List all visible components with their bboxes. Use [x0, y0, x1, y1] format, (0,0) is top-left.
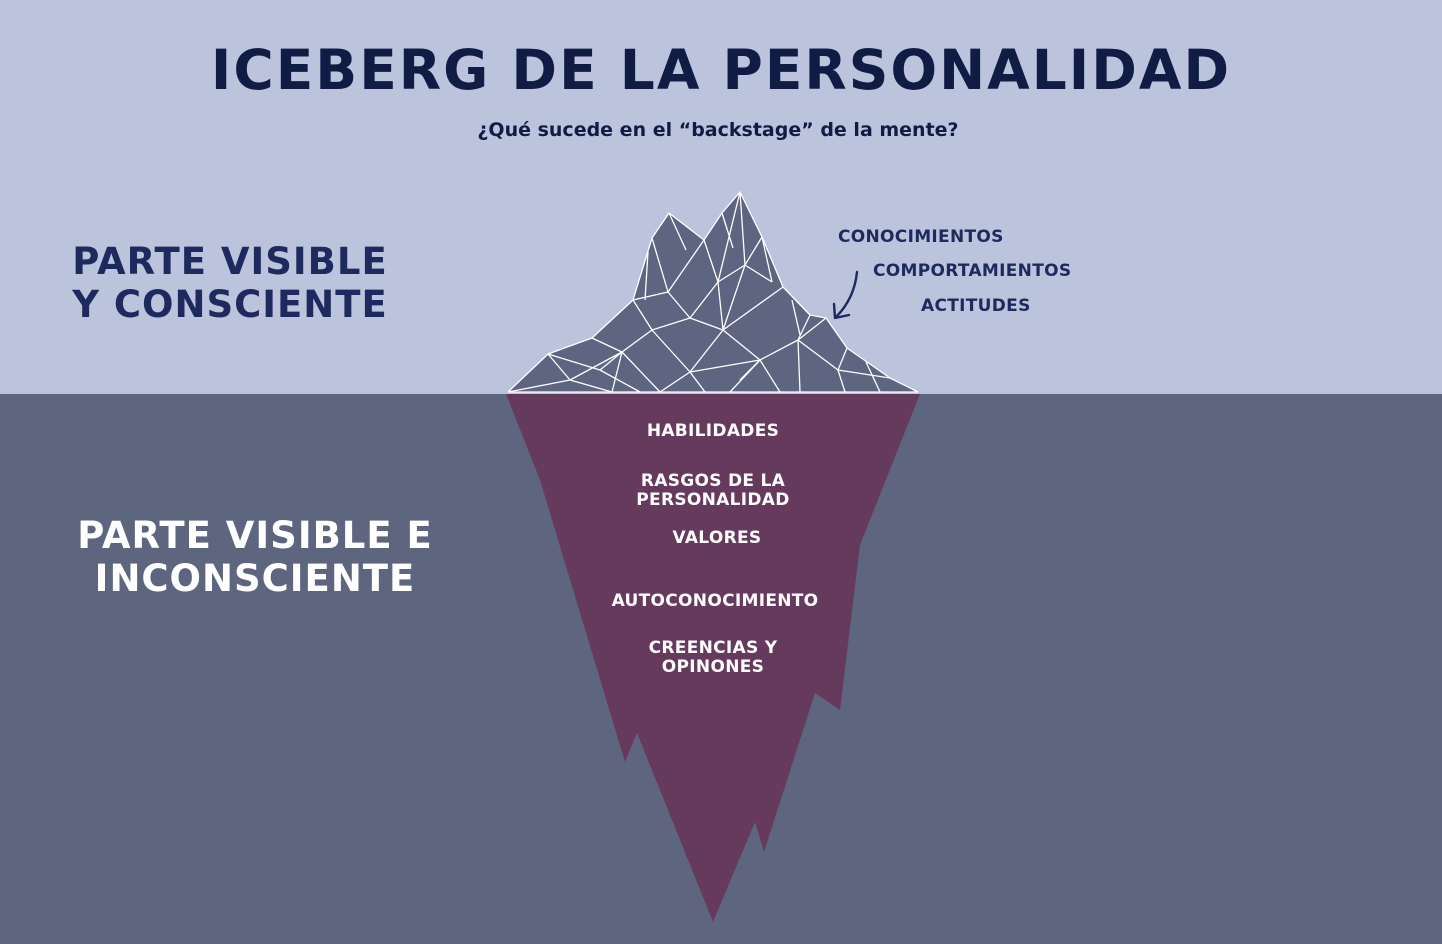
iceberg-mesh-line — [761, 236, 773, 283]
iceberg-mesh-line — [865, 361, 881, 393]
iceberg-mesh-line — [717, 281, 724, 331]
hidden-trait-self-knowledge: AUTOCONOCIMIENTO — [585, 592, 845, 611]
page-title: ICEBERG DE LA PERSONALIDAD — [210, 38, 1232, 102]
iceberg-mesh-line — [739, 359, 761, 381]
iceberg-mesh-line — [791, 299, 801, 336]
visible-unconscious-label-line2: INCONSCIENTE — [94, 557, 416, 600]
hidden-trait-personality-line1: RASGOS DE LA — [640, 471, 786, 491]
iceberg-mesh-line — [632, 291, 669, 301]
curved-arrow-icon — [832, 270, 859, 320]
visible-conscious-label-line2: Y CONSCIENTE — [72, 283, 388, 326]
iceberg-mesh-line — [507, 379, 571, 393]
iceberg-mesh-line — [721, 212, 734, 249]
hidden-trait-values-text: VALORES — [672, 528, 762, 548]
iceberg-mesh-line — [797, 339, 801, 393]
visible-conscious-label: PARTE VISIBLE Y CONSCIENTE — [60, 240, 400, 326]
iceberg-tip — [507, 191, 919, 393]
visible-unconscious-label-line1: PARTE VISIBLE E — [77, 514, 433, 557]
iceberg-mesh-line — [837, 369, 891, 379]
visible-conscious-label-line1: PARTE VISIBLE — [72, 240, 388, 283]
iceberg-mesh-line — [621, 351, 661, 393]
hidden-trait-self-knowledge-text: AUTOCONOCIMIENTO — [611, 591, 819, 611]
iceberg-mesh-line — [547, 351, 623, 371]
iceberg-mesh-line — [797, 317, 827, 341]
visible-trait-attitudes: ACTITUDES — [921, 296, 1031, 316]
iceberg-mesh-line — [722, 314, 811, 361]
iceberg-mesh-line — [689, 359, 761, 373]
iceberg-mesh-line — [611, 351, 623, 393]
hidden-trait-beliefs-line1: CREENCIAS Y — [648, 638, 778, 658]
iceberg-mesh-line — [759, 359, 781, 393]
visible-trait-behaviors: COMPORTAMIENTOS — [873, 261, 1072, 281]
hidden-trait-beliefs-line2: OPINONES — [661, 657, 765, 677]
hidden-trait-personality-line2: PERSONALIDAD — [636, 490, 790, 510]
iceberg-mesh-line — [837, 369, 846, 393]
hidden-trait-skills: HABILIDADES — [583, 422, 843, 441]
iceberg-mesh-line — [722, 286, 784, 331]
iceberg-base — [506, 394, 920, 922]
page-subtitle: ¿Qué sucede en el “backstage” de la ment… — [477, 119, 959, 141]
hidden-trait-skills-text: HABILIDADES — [646, 421, 780, 441]
iceberg-mesh-line — [599, 369, 641, 393]
hidden-trait-beliefs: CREENCIAS Y OPINONES — [583, 639, 843, 677]
hidden-trait-values: VALORES — [587, 529, 847, 548]
iceberg-mesh-line — [507, 191, 919, 393]
iceberg-mesh-line — [689, 371, 706, 393]
visible-unconscious-label: PARTE VISIBLE E INCONSCIENTE — [55, 514, 455, 600]
iceberg-mesh-line — [569, 379, 613, 393]
iceberg-mesh-line — [668, 212, 687, 251]
hidden-trait-personality: RASGOS DE LA PERSONALIDAD — [583, 472, 843, 510]
visible-trait-knowledge: CONOCIMIENTOS — [838, 227, 1004, 247]
iceberg-mesh-line — [659, 371, 691, 393]
iceberg-mesh-line — [644, 251, 649, 301]
